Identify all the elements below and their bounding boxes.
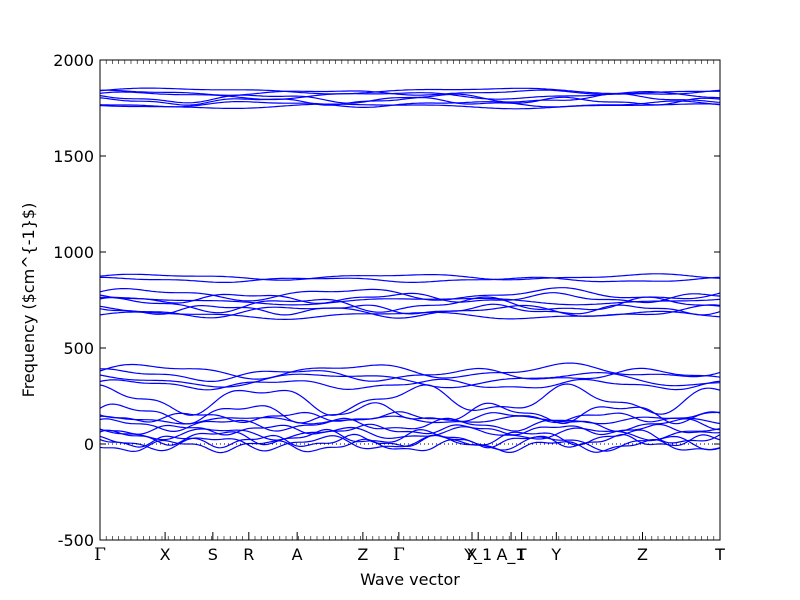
y-tick-label: 1500 — [53, 147, 94, 166]
band-5 — [99, 96, 721, 106]
x-tick-label: Γ — [94, 545, 106, 565]
x-tick-label: S — [208, 545, 218, 564]
band-10 — [99, 287, 721, 302]
y-tick-label: 500 — [63, 339, 94, 358]
x-tick-label: T — [516, 545, 527, 564]
x-tick-label: Γ — [393, 545, 405, 565]
band-11 — [99, 292, 721, 304]
band-27 — [99, 426, 721, 441]
band-16 — [99, 310, 721, 320]
y-tick-label: 1000 — [53, 243, 94, 262]
y-tick-label: -500 — [58, 531, 94, 550]
band-18 — [99, 367, 721, 382]
band-12 — [99, 296, 721, 306]
x-tick-label: R — [243, 545, 254, 564]
phonon-bands — [99, 87, 721, 454]
x-axis: Γ X S R A Z Γ XY_1 A_1T Y Z T — [94, 532, 725, 565]
x-tick-label: X — [467, 545, 478, 564]
plot-frame — [99, 59, 721, 541]
band-4 — [99, 93, 721, 104]
band-24 — [100, 415, 721, 425]
band-31 — [99, 438, 721, 454]
band-20 — [99, 378, 721, 391]
y-tick-label: 2000 — [53, 51, 94, 70]
x-tick-label: Z — [357, 545, 368, 564]
x-tick-label: X — [160, 545, 171, 564]
x-tick-label: Z — [637, 545, 648, 564]
band-22 — [99, 402, 721, 425]
band-29 — [99, 433, 721, 449]
band-30 — [99, 434, 721, 452]
band-23 — [99, 411, 721, 424]
band-9 — [100, 276, 721, 283]
x-axis-label: Wave vector — [360, 570, 460, 589]
x-tick-label: Y — [550, 545, 561, 564]
band-19 — [99, 371, 721, 389]
band-14 — [99, 303, 721, 316]
x-minor-ticks — [99, 60, 721, 540]
band-8 — [99, 273, 721, 281]
band-7 — [99, 103, 721, 110]
band-21 — [99, 383, 721, 416]
x-tick-label: Y_1 — [463, 545, 492, 565]
x-tick-label: A — [292, 545, 303, 564]
y-tick-label: 0 — [84, 435, 94, 454]
x-tick-label: T — [714, 545, 725, 564]
x-tick-label: A_1 — [496, 545, 525, 565]
y-axis-label: Frequency ($cm^{-1}$) — [19, 203, 38, 398]
